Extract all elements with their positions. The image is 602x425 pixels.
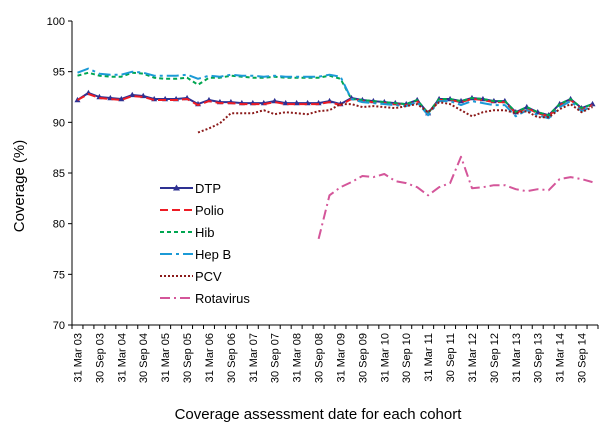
series-lines bbox=[74, 67, 596, 240]
legend-label-pcv: PCV bbox=[195, 269, 222, 284]
legend-label-hep-b: Hep B bbox=[195, 247, 231, 262]
x-tick-label: 30 Sep 08 bbox=[314, 333, 326, 383]
x-axis-ticks: 31 Mar 03 30 Sep 03 31 Mar 04 30 Sep 04 31 M… bbox=[71, 325, 599, 383]
data-point-dtp bbox=[293, 99, 300, 106]
y-tick-label: 90 bbox=[53, 117, 65, 129]
series-line-pcv bbox=[197, 101, 593, 134]
x-tick-label: 30 Sep 12 bbox=[489, 333, 501, 383]
x-tick-label: 30 Sep 14 bbox=[577, 333, 589, 383]
x-tick-label: 30 Sep 04 bbox=[138, 333, 150, 383]
y-tick-label: 75 bbox=[53, 269, 65, 281]
x-tick-label: 30 Sep 06 bbox=[226, 333, 238, 383]
legend-label-dtp: DTP bbox=[195, 181, 221, 196]
x-tick-label: 31 Mar 10 bbox=[379, 333, 391, 383]
x-tick-label: 30 Sep 07 bbox=[270, 333, 282, 383]
x-tick-label: 31 Mar 08 bbox=[292, 333, 304, 383]
series-line-polio bbox=[77, 93, 593, 118]
y-tick-label: 85 bbox=[53, 168, 65, 180]
x-tick-label: 31 Mar 14 bbox=[555, 333, 567, 383]
y-tick-label: 100 bbox=[47, 16, 65, 28]
data-point-dtp bbox=[118, 95, 125, 102]
x-tick-label: 31 Mar 09 bbox=[335, 333, 347, 383]
series-line-hep-b bbox=[77, 67, 593, 120]
x-tick-label: 30 Sep 10 bbox=[401, 333, 413, 383]
x-tick-label: 31 Mar 13 bbox=[511, 333, 523, 383]
x-tick-label: 30 Sep 11 bbox=[445, 333, 457, 382]
y-tick-label: 70 bbox=[53, 320, 65, 332]
x-tick-label: 31 Mar 12 bbox=[467, 333, 479, 383]
legend-label-hib: Hib bbox=[195, 225, 215, 240]
y-tick-label: 80 bbox=[53, 219, 65, 231]
axes bbox=[71, 21, 598, 326]
series-line-hib bbox=[77, 71, 593, 117]
x-tick-label: 31 Mar 05 bbox=[160, 333, 172, 383]
legend-marker-dtp bbox=[173, 184, 180, 191]
x-tick-label: 31 Mar 03 bbox=[72, 333, 84, 383]
y-axis-title: Coverage (%) bbox=[11, 140, 28, 233]
x-tick-label: 30 Sep 03 bbox=[94, 333, 106, 383]
x-tick-label: 31 Mar 06 bbox=[204, 333, 216, 383]
x-tick-label: 31 Mar 07 bbox=[248, 333, 260, 383]
y-axis-ticks: 70 75 80 85 90 95 100 bbox=[47, 16, 72, 332]
data-point-dtp bbox=[129, 91, 136, 98]
series-line-rotavirus bbox=[317, 155, 593, 240]
x-tick-label: 31 Mar 04 bbox=[116, 333, 128, 383]
x-tick-label: 31 Mar 11 bbox=[423, 333, 435, 382]
x-axis-title: Coverage assessment date for each cohort bbox=[175, 406, 463, 423]
legend-label-polio: Polio bbox=[195, 203, 224, 218]
y-tick-label: 95 bbox=[53, 67, 65, 79]
legend: DTP Polio Hib Hep B PCV Rotavirus bbox=[160, 181, 250, 306]
x-tick-label: 30 Sep 09 bbox=[357, 333, 369, 383]
x-tick-label: 30 Sep 05 bbox=[182, 333, 194, 383]
x-tick-label: 30 Sep 13 bbox=[533, 333, 545, 383]
legend-label-rotavirus: Rotavirus bbox=[195, 291, 250, 306]
